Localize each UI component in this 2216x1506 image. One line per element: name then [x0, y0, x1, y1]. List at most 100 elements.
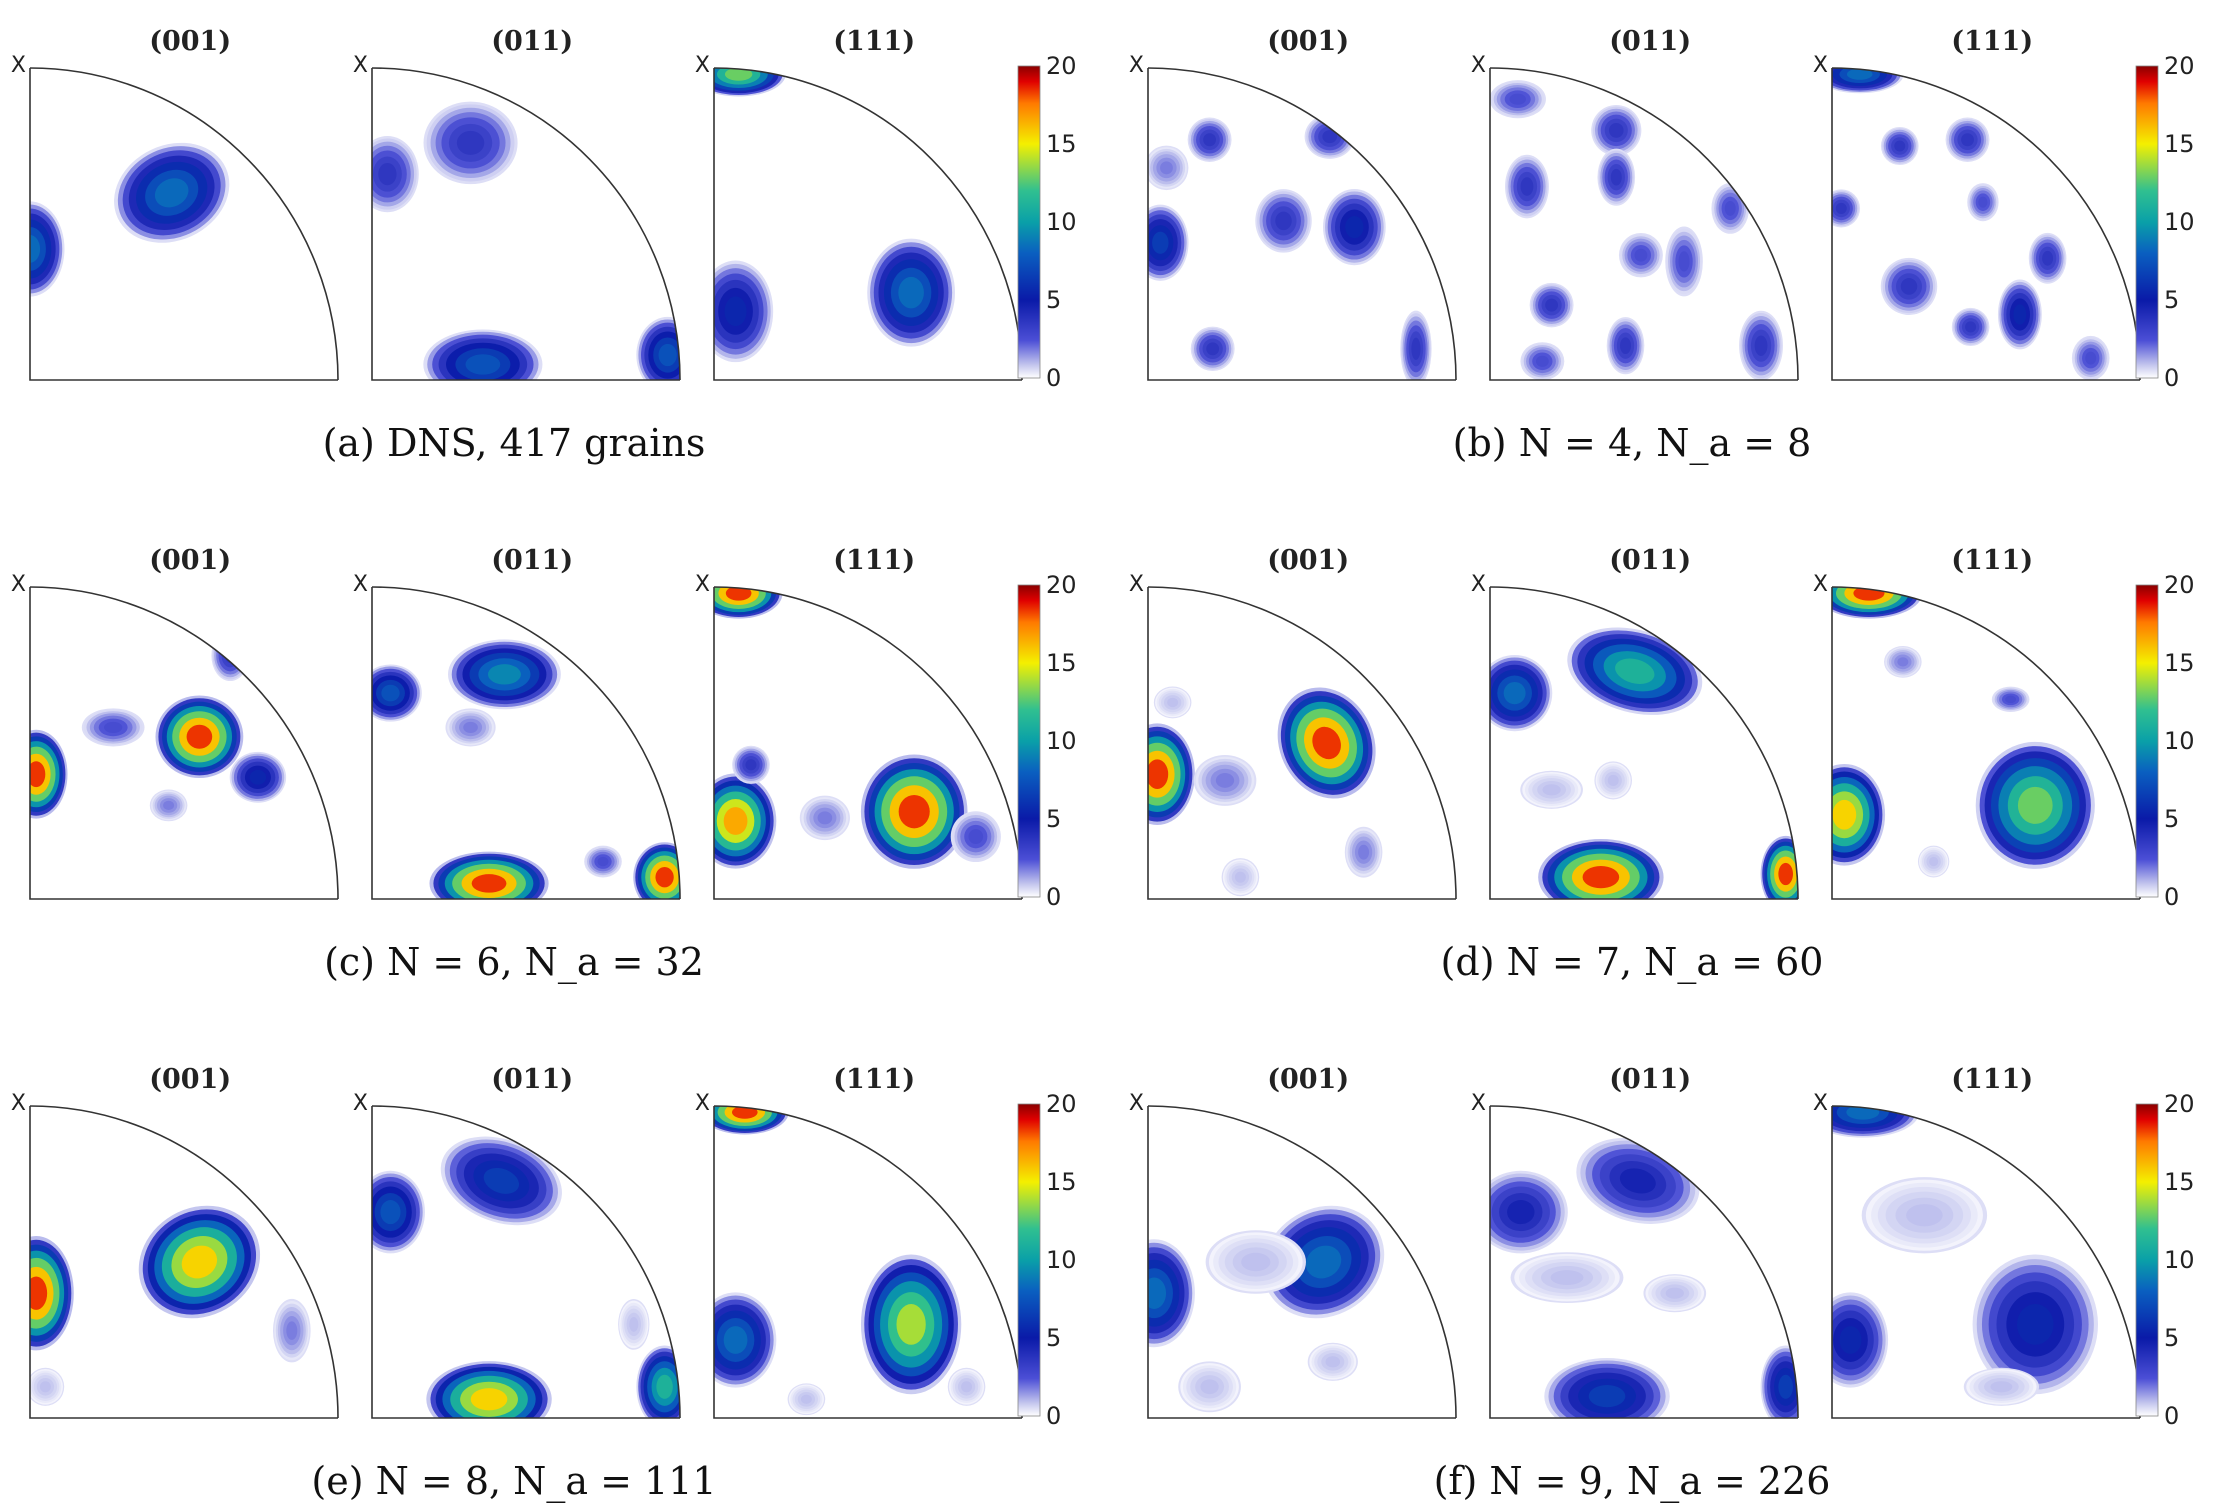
colorbar-gradient — [1017, 65, 1041, 379]
contour-level — [723, 807, 748, 835]
colorbar-tick-label: 20 — [1046, 52, 1077, 80]
contour-level — [656, 1374, 673, 1399]
contour-level — [30, 235, 41, 263]
contour-level — [1846, 68, 1873, 80]
contour-level — [1152, 231, 1169, 254]
contour-level — [286, 1321, 298, 1340]
contour-level — [1724, 200, 1736, 216]
pole-figure-b-3: (111) X — [1813, 26, 2141, 381]
contour-level — [1832, 799, 1857, 830]
quadrant-axes — [1831, 68, 2140, 381]
colorbar-tick-label: 10 — [1046, 727, 1077, 755]
quadrant-axes — [371, 1106, 680, 1419]
quadrant-arc — [1147, 586, 1457, 900]
contour-level — [1778, 1374, 1793, 1399]
contour-level — [181, 1245, 218, 1279]
density-contours — [1832, 68, 2110, 380]
colorbar-gradient — [2135, 1103, 2159, 1417]
colorbar-tick-label: 15 — [1046, 130, 1077, 158]
quadrant-arc — [29, 67, 339, 381]
colorbar-gradient — [1017, 584, 1041, 898]
contour-level — [456, 130, 485, 155]
colorbar-tick-label: 0 — [2164, 883, 2179, 911]
contour-level — [629, 1316, 639, 1332]
contour-level — [381, 684, 400, 702]
panel-c: (001) X (011) X (111) X 0 5 10 15 20 (c) N = 6, N_a… — [11, 545, 1077, 985]
x-axis-label: X — [353, 53, 368, 78]
contour-level — [1965, 321, 1977, 333]
quadrant-arc — [29, 1105, 339, 1419]
panel-caption: (b) N = 4, N_a = 8 — [1453, 421, 1812, 466]
contour-level — [724, 296, 747, 327]
quadrant-arc — [1147, 67, 1457, 381]
contour-level — [1520, 177, 1534, 196]
density-contours — [372, 639, 680, 899]
contour-level — [1620, 337, 1632, 355]
density-contours — [714, 587, 1001, 869]
pole-figure-title: (111) — [833, 545, 915, 576]
x-axis-label: X — [353, 572, 368, 597]
panel-caption: (c) N = 6, N_a = 32 — [324, 940, 704, 985]
contour-level — [1839, 1326, 1862, 1354]
colorbar-tick-label: 0 — [2164, 1402, 2179, 1430]
x-axis-label: X — [1471, 1091, 1486, 1116]
colorbar-tick-label: 5 — [2164, 1324, 2179, 1352]
pole-figure-e-2: (011) X — [353, 1064, 681, 1419]
quadrant-axes — [1147, 587, 1456, 900]
contour-level — [186, 724, 213, 749]
contour-level — [2042, 250, 2054, 266]
colorbar-tick-label: 0 — [1046, 883, 1061, 911]
colorbar-gradient — [2135, 584, 2159, 898]
quadrant-axes — [1831, 587, 2140, 900]
contour-level — [39, 1381, 51, 1393]
colorbar-tick-label: 10 — [2164, 208, 2195, 236]
x-axis-label: X — [1813, 572, 1828, 597]
contour-level — [30, 1276, 48, 1310]
colorbar-tick-label: 10 — [2164, 727, 2195, 755]
quadrant-axes — [713, 1106, 1022, 1419]
contour-level — [487, 664, 521, 685]
pole-figure-title: (001) — [1267, 26, 1349, 57]
contour-level — [1678, 251, 1690, 272]
panel-d: (001) X (011) X (111) X 0 5 10 15 20 (d) N = 7, N_a… — [1129, 545, 2195, 985]
contour-level — [249, 769, 267, 785]
pole-figure-title: (111) — [1951, 545, 2033, 576]
quadrant-axes — [29, 68, 338, 381]
colorbar-tick-label: 5 — [2164, 286, 2179, 314]
quadrant-axes — [29, 587, 338, 900]
contour-level — [597, 856, 609, 867]
pole-figure-e-3: (111) X — [695, 1064, 1023, 1419]
contour-level — [30, 761, 46, 788]
contour-level — [1610, 168, 1622, 186]
pole-figure-title: (001) — [149, 1064, 231, 1095]
colorbar-tick-label: 15 — [1046, 1168, 1077, 1196]
contour-level — [1542, 784, 1561, 796]
x-axis-label: X — [695, 53, 710, 78]
pole-figure-a-1: (001) X — [11, 26, 339, 381]
quadrant-arc — [29, 586, 339, 900]
contour-level — [1148, 759, 1169, 790]
contour-level — [1754, 335, 1768, 356]
quadrant-arc — [1489, 1105, 1799, 1419]
contour-level — [2013, 304, 2027, 325]
density-contours — [1832, 1106, 2098, 1406]
contour-level — [1582, 866, 1620, 889]
contour-level — [470, 1388, 508, 1411]
panel-f: (001) X (011) X (111) X 0 5 10 15 20 (f) N = 9, N_a… — [1129, 1064, 2195, 1504]
contour-level — [1322, 130, 1338, 144]
pole-figure-title: (001) — [1267, 545, 1349, 576]
contour-level — [1894, 140, 1906, 152]
contour-level — [1634, 248, 1648, 262]
quadrant-axes — [371, 68, 680, 381]
quadrant-arc — [371, 1105, 681, 1419]
panel-caption: (e) N = 8, N_a = 111 — [311, 1459, 716, 1504]
colorbar-tick-label: 0 — [2164, 364, 2179, 392]
density-contours — [372, 101, 680, 380]
pole-figure-title: (011) — [491, 26, 573, 57]
quadrant-axes — [1831, 1106, 2140, 1419]
quadrant-arc — [1831, 586, 2141, 900]
contour-level — [1325, 1356, 1341, 1368]
colorbar-gradient — [1017, 1103, 1041, 1417]
contour-level — [1990, 1381, 2013, 1393]
